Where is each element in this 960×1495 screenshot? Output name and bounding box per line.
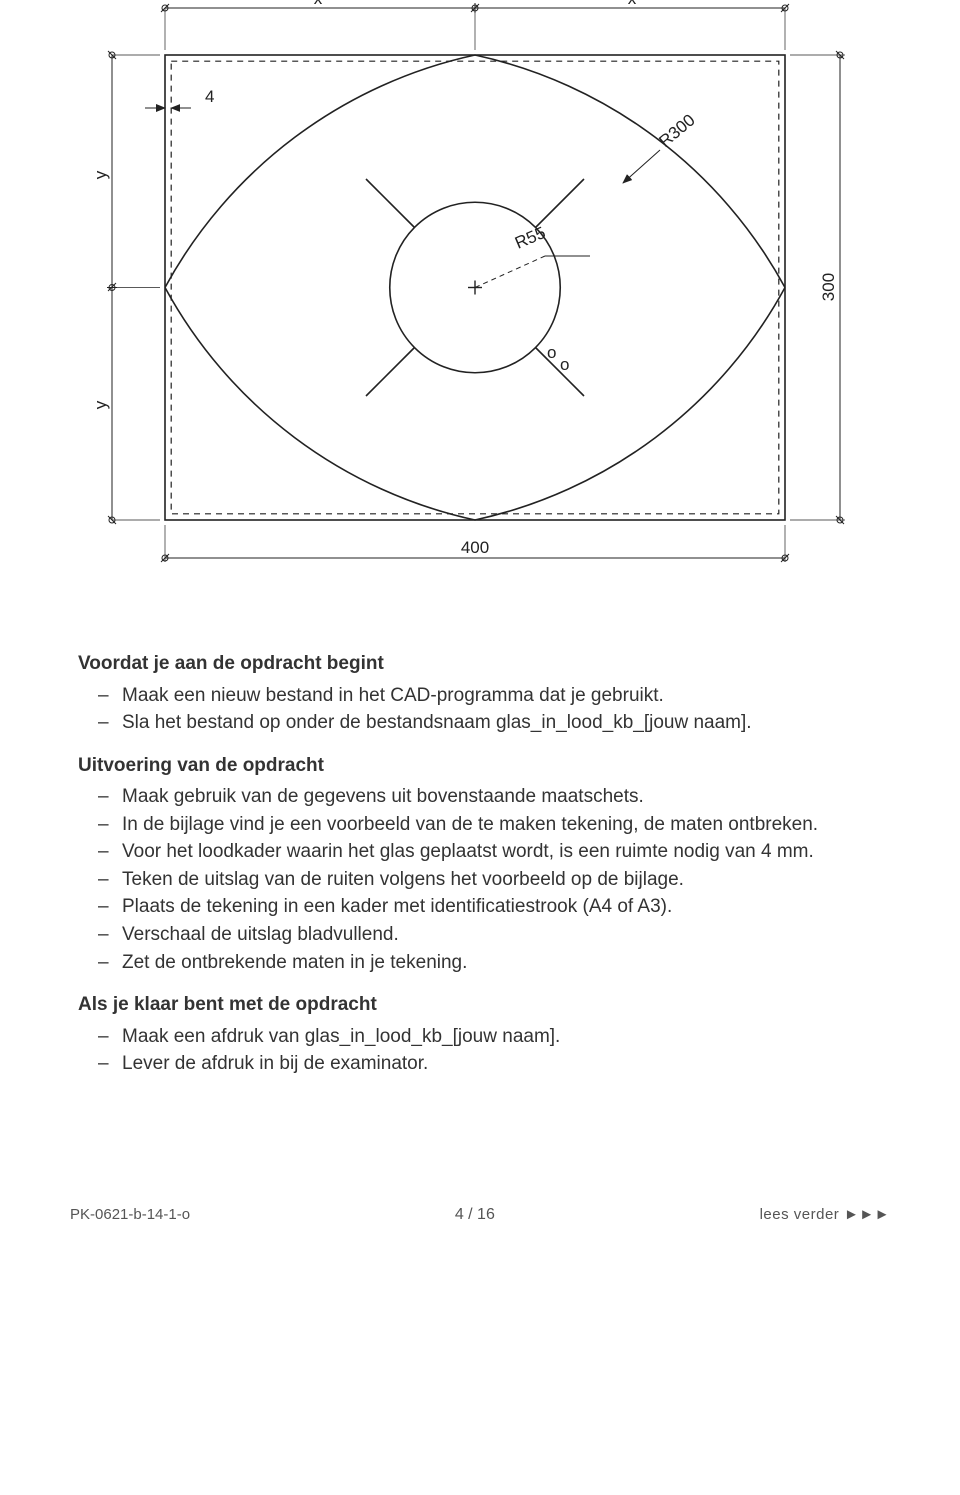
dim-r300: R300: [623, 110, 699, 183]
dim-height: 300: [790, 55, 845, 520]
circle-o-marker2: o: [560, 355, 569, 374]
diagram-svg: x x y y: [70, 0, 890, 605]
page-footer: PK-0621-b-14-1-o 4 / 16 lees verder ►►►: [70, 1206, 890, 1224]
continue-indicator: lees verder ►►►: [760, 1206, 890, 1223]
doc-id: PK-0621-b-14-1-o: [70, 1206, 190, 1223]
dim-inner-offset: 4: [145, 87, 214, 108]
dim-r55: R55: [475, 223, 590, 287]
list-before: Maak een nieuw bestand in het CAD-progra…: [78, 682, 882, 737]
dim-offset-label: 4: [205, 87, 214, 106]
list-item: Plaats de tekening in een kader met iden…: [78, 893, 882, 921]
dim-y2-label: y: [91, 400, 110, 409]
heading-done: Als je klaar bent met de opdracht: [78, 992, 882, 1019]
list-item: Maak een afdruk van glas_in_lood_kb_[jou…: [78, 1023, 882, 1051]
list-item: Voor het loodkader waarin het glas gepla…: [78, 838, 882, 866]
page: x x y y: [70, 0, 890, 1224]
dim-width-label: 400: [461, 538, 489, 557]
dim-left: y y: [91, 55, 160, 520]
technical-diagram: x x y y: [70, 0, 890, 605]
list-item: Zet de ontbrekende maten in je tekening.: [78, 949, 882, 977]
list-item: Lever de afdruk in bij de examinator.: [78, 1050, 882, 1078]
list-execute: Maak gebruik van de gegevens uit bovenst…: [78, 783, 882, 976]
dim-y1-label: y: [91, 170, 110, 179]
dim-width: 400: [165, 525, 785, 562]
list-item: Teken de uitslag van de ruiten volgens h…: [78, 866, 882, 894]
circle-o-marker: o: [547, 343, 556, 362]
dim-x2-label: x: [628, 0, 637, 8]
heading-before: Voordat je aan de opdracht begint: [78, 651, 882, 678]
page-number: 4 / 16: [455, 1206, 495, 1224]
dim-top: x x: [165, 0, 785, 50]
list-item: Maak een nieuw bestand in het CAD-progra…: [78, 682, 882, 710]
instructions: Voordat je aan de opdracht begint Maak e…: [70, 635, 890, 1086]
list-item: In de bijlage vind je een voorbeeld van …: [78, 811, 882, 839]
list-item: Sla het bestand op onder de bestandsnaam…: [78, 709, 882, 737]
dim-x1-label: x: [314, 0, 323, 8]
dim-r300-label: R300: [655, 110, 698, 151]
heading-execute: Uitvoering van de opdracht: [78, 753, 882, 780]
list-item: Maak gebruik van de gegevens uit bovenst…: [78, 783, 882, 811]
list-item: Verschaal de uitslag bladvullend.: [78, 921, 882, 949]
dim-height-label: 300: [819, 273, 838, 301]
dim-r55-label: R55: [512, 223, 548, 253]
list-done: Maak een afdruk van glas_in_lood_kb_[jou…: [78, 1023, 882, 1078]
